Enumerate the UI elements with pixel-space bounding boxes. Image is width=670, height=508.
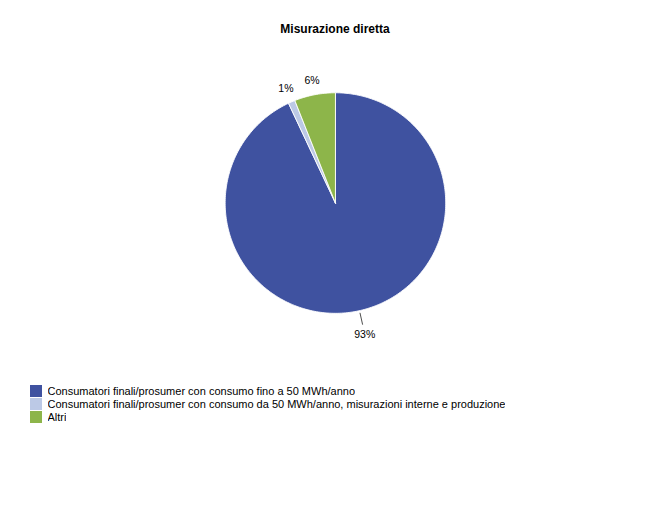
html-text:Consumatori finali/prosumer co: Consumatori finali/prosumer con consumo … (47, 385, 355, 398)
svg-text:93%: 93% (354, 328, 375, 340)
html-text:Altri: Altri (47, 411, 67, 424)
svg-text:1%: 1% (278, 82, 293, 94)
svg-text:6%: 6% (304, 74, 319, 86)
html-text:Consumatori finali/prosumer co: Consumatori finali/prosumer con consumo … (47, 398, 506, 411)
html-text:Misurazione diretta: Misurazione diretta (280, 22, 390, 36)
